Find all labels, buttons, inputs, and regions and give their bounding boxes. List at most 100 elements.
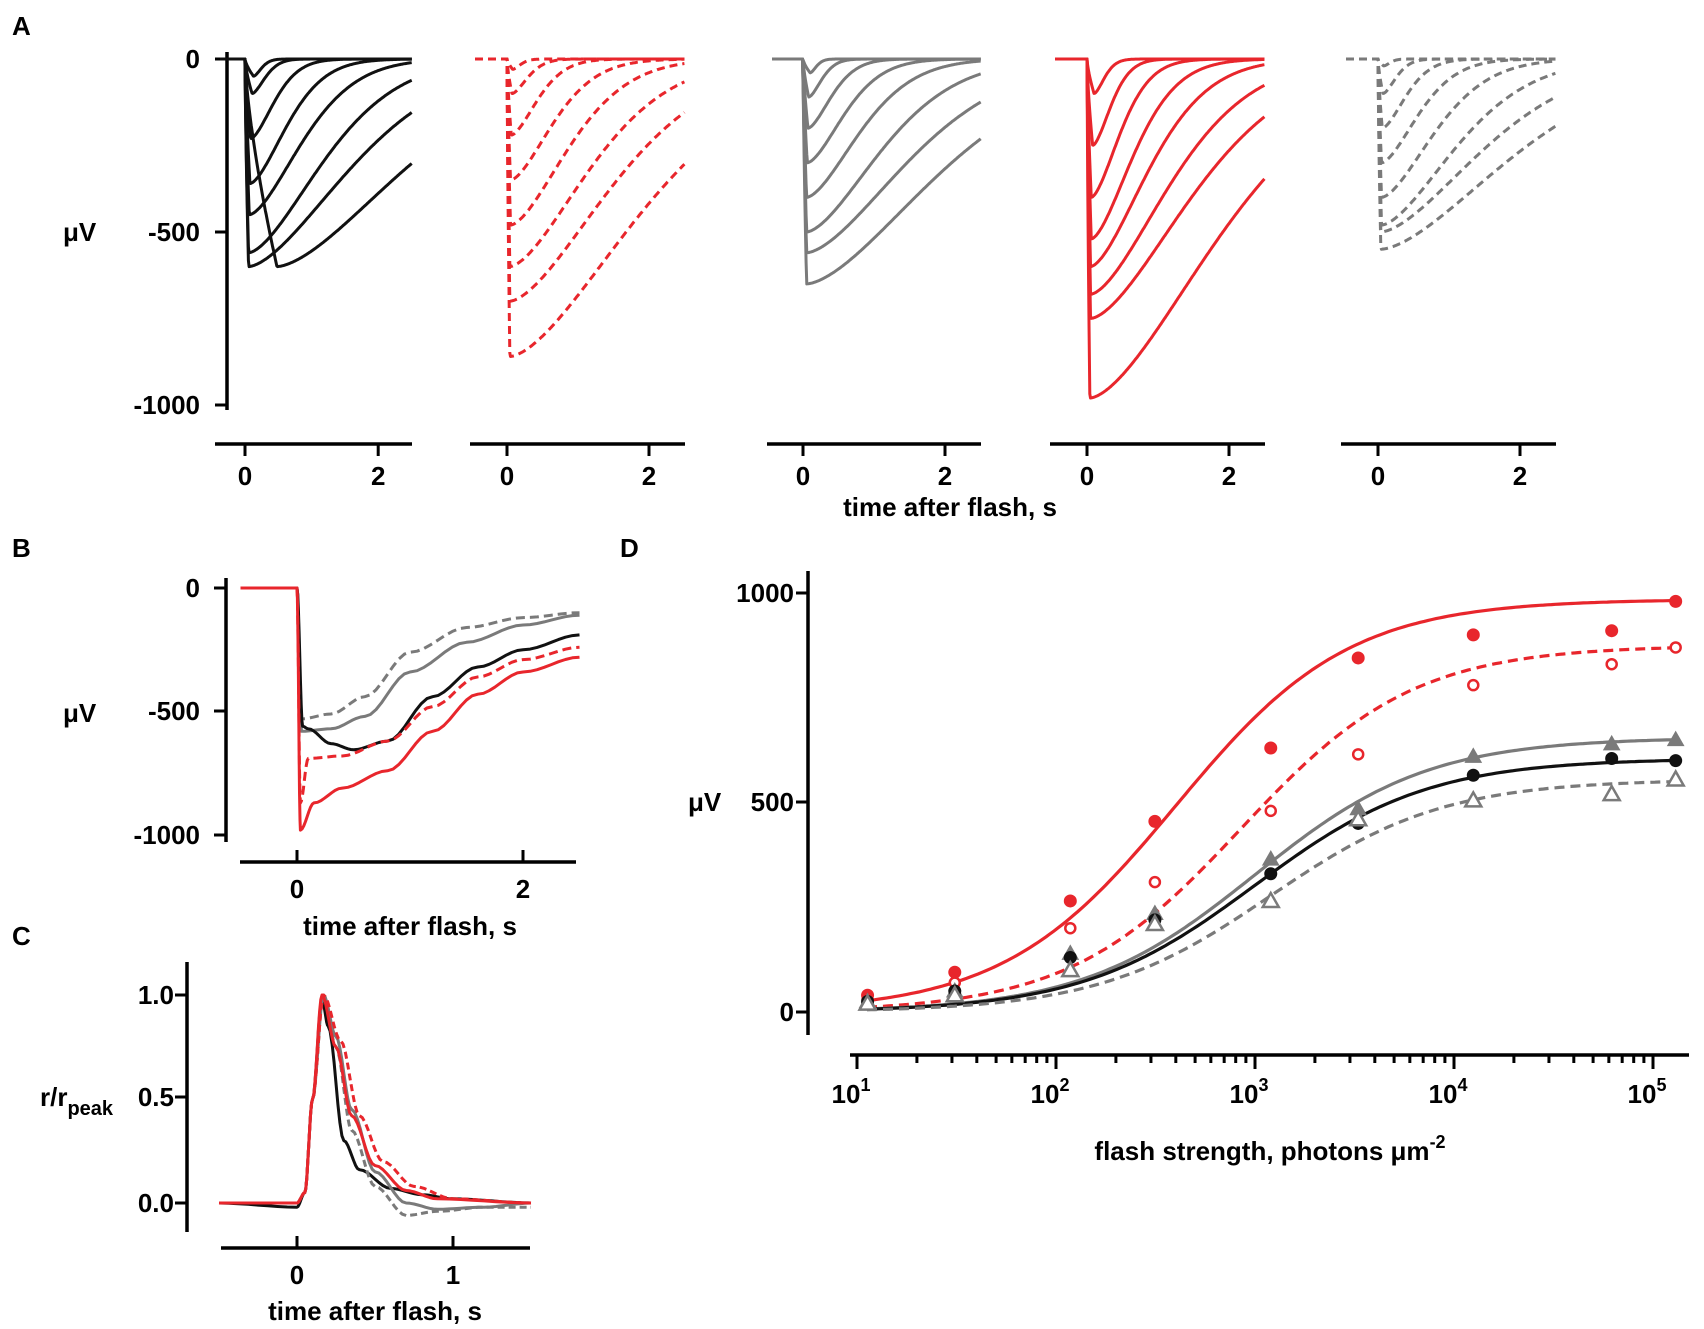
panel-d-point-red-open-circles: [1467, 678, 1480, 692]
panel-b: 0 -500 -1000 0 2 μV time after flash, s: [63, 573, 580, 941]
panel-c-y-axis-title: r/rpeak: [40, 1082, 114, 1120]
panel-a-trace: [1345, 57, 1557, 95]
panel-c-y-axis-title-main: r/r: [40, 1082, 67, 1112]
panel-c-trace-gray-dashed: [219, 993, 531, 1217]
panel-b-y-axis-title: μV: [63, 698, 97, 728]
panel-d-x-tick-label: 104: [1429, 1075, 1468, 1109]
panel-a-x-axis-title: time after flash, s: [843, 492, 1057, 522]
panel-d-point-gray-open-triangles: [1665, 768, 1686, 787]
panel-a-trace: [474, 57, 686, 303]
panel-d-plot: [857, 594, 1686, 1012]
panel-a-trace: [219, 57, 413, 269]
panel-c: 1.0 0.5 0.0 0 1 r/rpeak time after flash…: [40, 962, 532, 1326]
panel-d-point-red-open-circles: [1351, 748, 1365, 761]
panel-label-c: C: [12, 921, 31, 951]
panel-a-x-tick-label: 0: [1080, 461, 1094, 491]
panel-a-trace: [1345, 57, 1557, 130]
panel-a-trace: [474, 57, 686, 358]
panel-d-point-red-open-circles: [1669, 641, 1682, 654]
panel-label-a: A: [12, 11, 31, 41]
panel-d-point-black-filled-circles: [1669, 754, 1683, 768]
panel-d-x-ticks: 101 102 103 104 105: [832, 1055, 1667, 1109]
panel-d-point-red-filled-circles: [1351, 651, 1365, 665]
panel-b-trace-red-solid: [240, 586, 580, 832]
panel-a-x-tick-label: 0: [1371, 461, 1385, 491]
panel-d-point-red-filled-circles: [1669, 594, 1683, 608]
panel-a-trace: [1054, 57, 1266, 400]
panel-d-point-red-filled-circles: [1264, 741, 1278, 755]
panel-c-plot: [218, 993, 532, 1217]
panel-d-x-axis-title-sup: -2: [1430, 1132, 1446, 1152]
panel-a-trace: [219, 57, 413, 217]
panel-b-x-tick-label: 2: [516, 874, 530, 904]
panel-d-x-tick-label: 102: [1031, 1075, 1070, 1109]
panel-d-point-gray-open-triangles: [1260, 890, 1281, 909]
panel-d-point-gray-open-triangles: [857, 993, 878, 1011]
panel-d-point-gray-open-triangles: [1060, 959, 1081, 978]
panel-d-point-gray-filled-triangles: [1602, 734, 1621, 751]
panel-d: 1000 500 0 μV flash strength, photons μm…: [688, 571, 1689, 1166]
panel-b-y-tick-label: -500: [148, 696, 200, 726]
panel-d-point-red-open-circles: [1264, 804, 1278, 818]
panel-a-y-tick-label: -500: [148, 217, 200, 247]
panel-b-y-tick-label: -1000: [134, 820, 201, 850]
panel-a-trace: [474, 57, 686, 137]
panel-b-x-tick-label: 0: [290, 874, 304, 904]
panel-c-trace-gray-solid: [219, 993, 532, 1211]
panel-b-trace-black-solid: [240, 586, 580, 752]
panel-d-fit-gray-dashed-fit: [866, 780, 1675, 1012]
panel-d-point-gray-open-triangles: [1601, 783, 1622, 802]
panel-d-fit-red-solid-fit: [866, 598, 1675, 1003]
panel-c-x-axis-title: time after flash, s: [268, 1296, 482, 1326]
panel-a-y-axis-title: μV: [63, 217, 97, 247]
panel-a-trace: [771, 57, 982, 286]
panel-a-trace: [474, 57, 686, 95]
panel-b-trace-red-dashed: [240, 586, 580, 805]
panel-d-point-red-filled-circles: [1148, 814, 1162, 828]
panel-c-x-tick-label: 1: [446, 1260, 460, 1290]
panel-a-x-tick-label: 2: [642, 461, 656, 491]
panel-a-y-tick-label: 0: [186, 44, 200, 74]
panel-c-y-axis-title-sub: peak: [67, 1098, 113, 1120]
panel-a-trace: [1345, 57, 1557, 251]
panel-c-trace-black-solid: [218, 997, 532, 1209]
panel-d-point-red-open-circles: [1064, 921, 1077, 935]
panel-d-point-gray-filled-triangles: [1464, 747, 1483, 763]
panel-a-x-tick-label: 2: [371, 461, 385, 491]
panel-d-y-tick-label: 1000: [736, 578, 794, 608]
panel-d-point-red-filled-circles: [1605, 624, 1619, 638]
panel-d-point-gray-filled-triangles: [1666, 730, 1685, 747]
panel-a-trace: [1345, 57, 1557, 234]
panel-d-y-tick-label: 0: [780, 997, 794, 1027]
panel-d-point-red-open-circles: [1148, 875, 1162, 889]
panel-c-y-tick-label: 0.5: [138, 1082, 174, 1112]
panel-c-trace-red-solid: [219, 993, 532, 1205]
panel-a-x-tick-label: 0: [238, 461, 252, 491]
panel-a-trace: [219, 57, 413, 185]
panel-d-x-tick-label: 105: [1628, 1075, 1667, 1109]
panel-d-point-gray-open-triangles: [944, 984, 965, 1003]
panel-a-trace: [219, 57, 413, 255]
panel-d-point-black-filled-circles: [1605, 752, 1619, 766]
panel-a-y-tick-label: -1000: [134, 390, 201, 420]
panel-d-point-gray-open-triangles: [1348, 808, 1369, 827]
panel-d-y-tick-label: 500: [751, 787, 794, 817]
panel-label-d: D: [620, 533, 639, 563]
panel-a-x-tick-label: 0: [500, 461, 514, 491]
panel-a-trace: [1345, 57, 1557, 199]
panel-d-point-red-filled-circles: [1466, 628, 1480, 642]
panel-a-trace: [219, 57, 413, 269]
panel-b-x-axis-title: time after flash, s: [303, 911, 517, 941]
panel-d-x-tick-label: 103: [1230, 1075, 1269, 1109]
panel-b-y-tick-label: 0: [186, 573, 200, 603]
panel-d-x-axis-title: flash strength, photons μm-2: [1094, 1132, 1445, 1166]
panel-a-trace: [771, 57, 982, 165]
panel-a-x-tick-label: 2: [1513, 461, 1527, 491]
